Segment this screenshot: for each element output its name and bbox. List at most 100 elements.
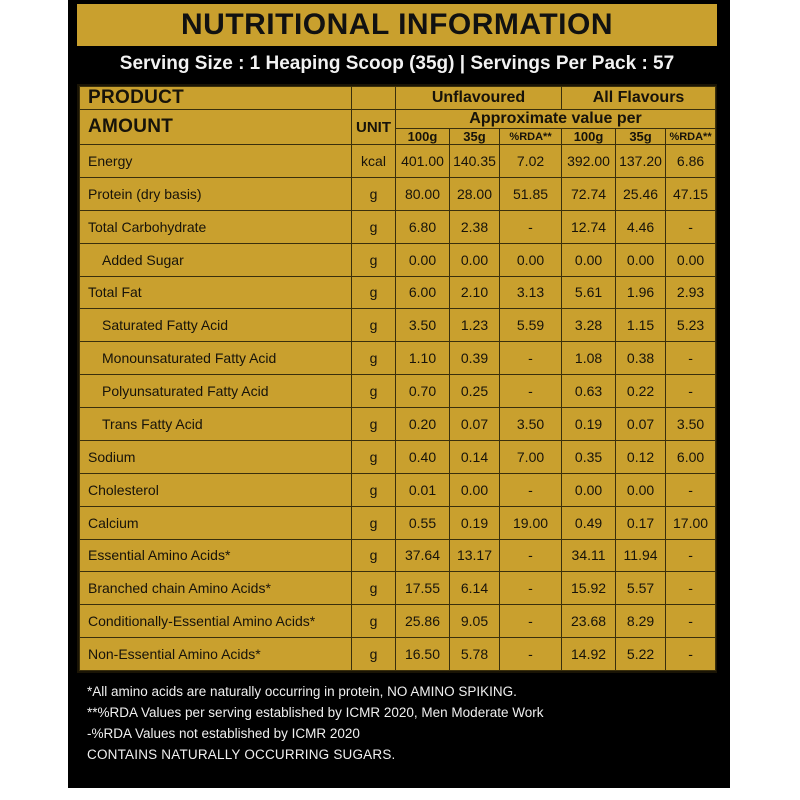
table-row: Branched chain Amino Acids* g 17.55 6.14-15… [79, 571, 717, 606]
row-value-3: 34.11 [561, 538, 617, 573]
row-label: Protein (dry basis) [79, 176, 352, 211]
row-value-1: 2.38 [449, 209, 500, 244]
row-value-3: 15.92 [561, 571, 617, 606]
row-value-0: 401.00 [395, 144, 450, 178]
header-subcol-unf-35g: 35g [449, 128, 500, 145]
row-value-5: 5.23 [665, 308, 717, 343]
footnotes-section: *All amino acids are naturally occurring… [77, 675, 717, 778]
row-value-5: 47.15 [665, 176, 717, 211]
header-blank-unit [351, 86, 396, 110]
row-unit: g [351, 341, 396, 376]
row-value-5: 6.00 [665, 439, 717, 474]
row-unit: g [351, 571, 396, 606]
table-row: Total Carbohydrate g 6.80 2.38-12.74 4.46- [79, 209, 717, 244]
row-value-1: 6.14 [449, 571, 500, 606]
row-value-3: 0.00 [561, 242, 617, 277]
row-value-4: 0.38 [615, 341, 667, 376]
table-row: Calcium g 0.55 0.19 19.00 0.49 0.17 17.00 [79, 505, 717, 540]
row-unit: g [351, 242, 396, 277]
table-row: Monounsaturated Fatty Acid g 1.10 0.39-1.08… [79, 341, 717, 376]
row-value-1: 1.23 [449, 308, 500, 343]
header-subcol-all-100g: 100g [561, 128, 617, 145]
row-value-1: 2.10 [449, 275, 500, 310]
row-unit: kcal [351, 144, 396, 178]
row-value-2: - [498, 571, 563, 606]
row-label: Total Fat [79, 275, 352, 310]
header-row-subcols: 100g 35g %RDA** 100g 35g %RDA** [80, 128, 717, 145]
row-value-1: 5.78 [449, 637, 500, 671]
row-unit: g [351, 637, 396, 671]
header-unit: UNIT [351, 109, 396, 145]
row-value-0: 0.20 [395, 407, 450, 441]
row-value-2: 3.13 [498, 275, 563, 310]
header-product: PRODUCT [79, 86, 352, 110]
row-value-1: 0.25 [449, 374, 500, 408]
row-label: Cholesterol [79, 472, 352, 507]
row-label: Non-Essential Amino Acids* [79, 637, 352, 671]
table-head: PRODUCT Unflavoured All Flavours AMOUNT … [79, 86, 717, 145]
table-row: Polyunsaturated Fatty Acid g 0.70 0.25-0.63… [79, 374, 717, 408]
table-row: Protein (dry basis) g 80.00 28.00 51.85 72.74… [79, 176, 717, 211]
row-label: Added Sugar [79, 242, 352, 277]
row-value-3: 0.35 [561, 439, 617, 474]
row-unit: g [351, 505, 396, 540]
footnote-line: **%RDA Values per serving established by… [87, 705, 544, 720]
row-value-2: 3.50 [498, 407, 563, 441]
row-value-3: 5.61 [561, 275, 617, 310]
title-band: NUTRITIONAL INFORMATION [77, 4, 717, 46]
row-value-5: 3.50 [665, 407, 717, 441]
row-value-5: - [665, 538, 717, 573]
row-value-4: 1.15 [615, 308, 667, 343]
row-value-3: 0.00 [561, 472, 617, 507]
row-unit: g [351, 604, 396, 639]
header-subcol-all-35g: 35g [615, 128, 667, 145]
row-label: Saturated Fatty Acid [79, 308, 352, 343]
row-value-5: - [665, 341, 717, 376]
row-value-0: 6.00 [395, 275, 450, 310]
table-row: Non-Essential Amino Acids* g 16.50 5.78-14.… [79, 637, 717, 671]
row-value-4: 1.96 [615, 275, 667, 310]
row-value-0: 16.50 [395, 637, 450, 671]
row-value-2: - [498, 209, 563, 244]
table-row: Saturated Fatty Acid g 3.50 1.23 5.59 3.28 1.1… [79, 308, 717, 343]
row-value-4: 0.22 [615, 374, 667, 408]
row-value-4: 11.94 [615, 538, 667, 573]
row-value-1: 0.00 [449, 242, 500, 277]
header-subcol-unf-100g: 100g [395, 128, 450, 145]
row-value-0: 0.01 [395, 472, 450, 507]
row-unit: g [351, 308, 396, 343]
row-value-4: 25.46 [615, 176, 667, 211]
row-value-1: 28.00 [449, 176, 500, 211]
row-value-0: 17.55 [395, 571, 450, 606]
row-value-1: 0.07 [449, 407, 500, 441]
row-label: Trans Fatty Acid [79, 407, 352, 441]
row-value-5: 6.86 [665, 144, 717, 178]
row-value-4: 0.12 [615, 439, 667, 474]
row-label: Total Carbohydrate [79, 209, 352, 244]
row-label: Monounsaturated Fatty Acid [79, 341, 352, 376]
row-value-1: 13.17 [449, 538, 500, 573]
row-value-2: - [498, 472, 563, 507]
row-value-5: 0.00 [665, 242, 717, 277]
header-subcol-unf-rda: %RDA** [498, 128, 563, 145]
table-row: Trans Fatty Acid g 0.20 0.07 3.50 0.19 0.07 3.5… [79, 407, 717, 441]
nutrition-table-container: PRODUCT Unflavoured All Flavours AMOUNT … [77, 84, 717, 673]
row-value-2: - [498, 341, 563, 376]
page-title: NUTRITIONAL INFORMATION [180, 8, 613, 41]
nutrition-label-panel: NUTRITIONAL INFORMATION Serving Size : 1… [68, 0, 730, 788]
row-label: Energy [79, 144, 352, 178]
serving-size-text: Serving Size : 1 Heaping Scoop (35g) | S… [119, 53, 675, 74]
row-value-3: 0.49 [561, 505, 617, 540]
row-value-4: 0.00 [615, 242, 667, 277]
footnote-line: *All amino acids are naturally occurring… [87, 684, 517, 699]
row-value-1: 140.35 [449, 144, 500, 178]
row-value-5: - [665, 604, 717, 639]
row-value-2: 19.00 [498, 505, 563, 540]
row-value-0: 37.64 [395, 538, 450, 573]
row-value-0: 0.40 [395, 439, 450, 474]
table-row: Sodium g 0.40 0.14 7.00 0.35 0.12 6.00 [79, 439, 717, 474]
row-value-3: 392.00 [561, 144, 617, 178]
row-value-3: 3.28 [561, 308, 617, 343]
row-unit: g [351, 472, 396, 507]
row-value-4: 5.22 [615, 637, 667, 671]
